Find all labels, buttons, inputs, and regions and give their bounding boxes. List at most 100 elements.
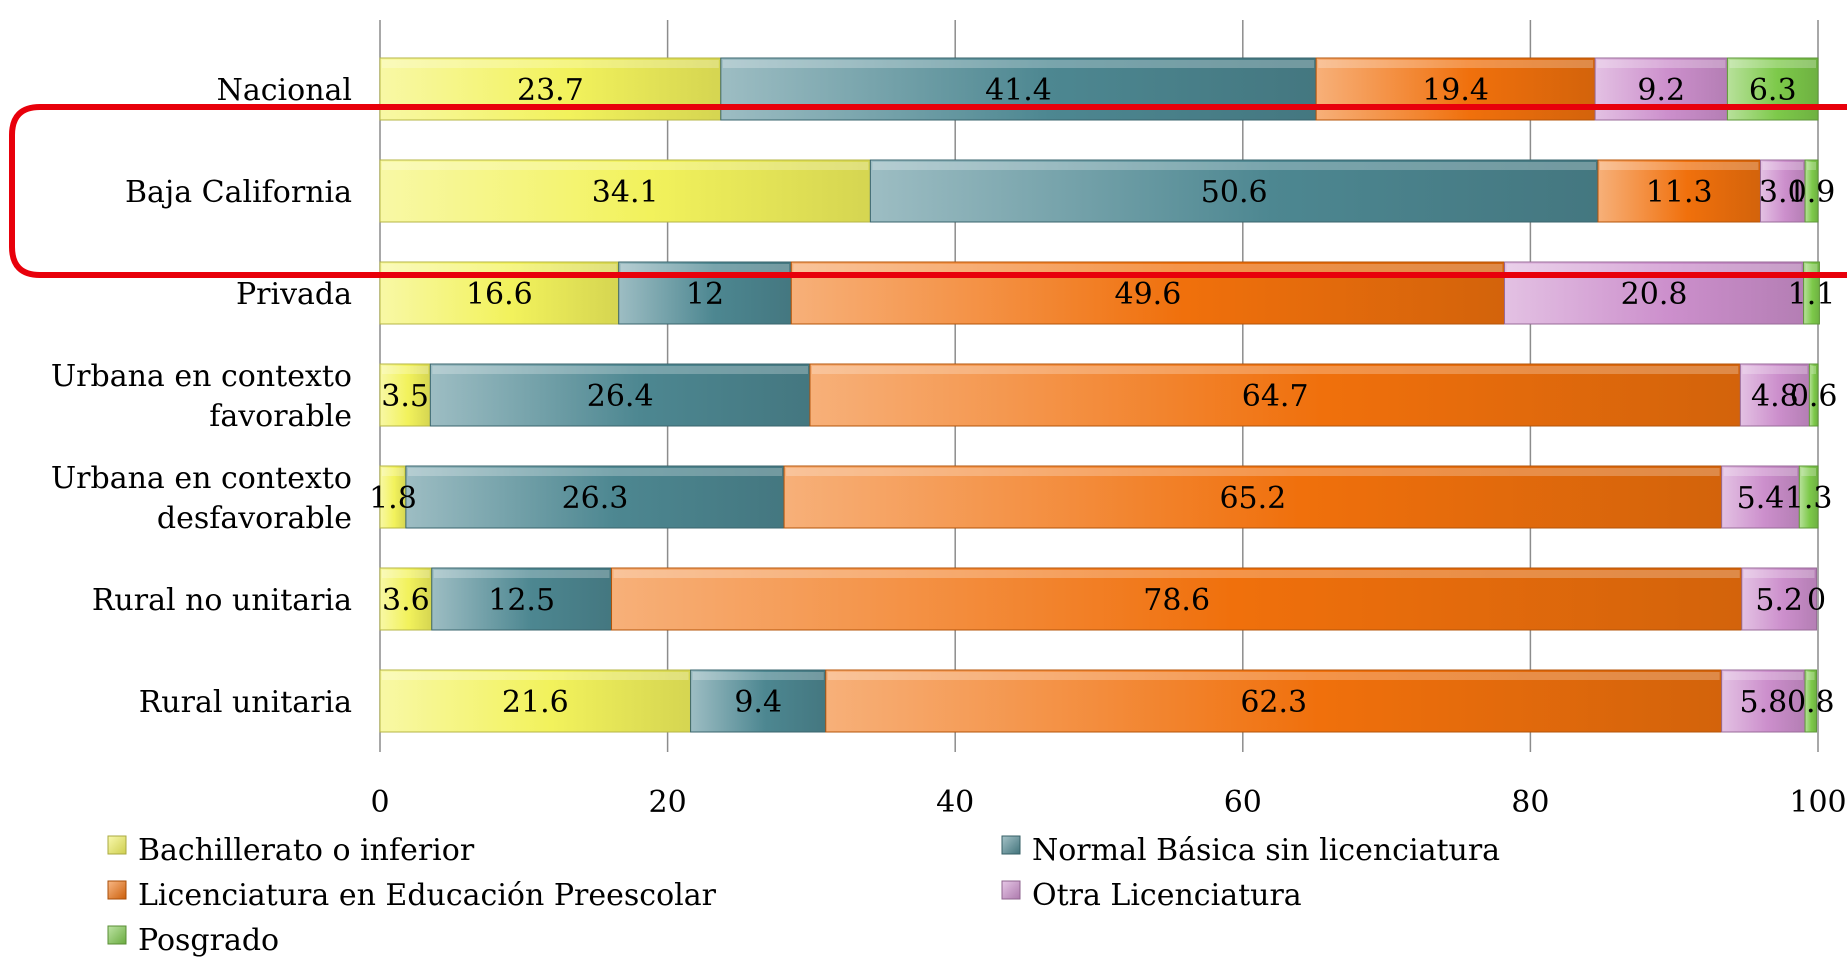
x-tick-label: 80 xyxy=(1511,785,1549,820)
value-label: 26.4 xyxy=(587,379,654,414)
value-label: 78.6 xyxy=(1143,583,1210,618)
value-label: 0.8 xyxy=(1787,685,1835,720)
category-label: Rural unitaria xyxy=(139,685,352,720)
bar-bevel xyxy=(1599,162,1759,170)
value-label: 3.5 xyxy=(381,379,429,414)
bar-bevel xyxy=(1723,468,1798,476)
bar-segment xyxy=(690,669,827,733)
value-label: 3.6 xyxy=(382,583,430,618)
bar-bevel xyxy=(382,570,430,578)
value-label: 5.8 xyxy=(1739,685,1787,720)
bar-bevel xyxy=(722,60,1315,68)
bar-bevel xyxy=(407,468,783,476)
value-label: 5.2 xyxy=(1755,583,1803,618)
value-label: 1.3 xyxy=(1785,481,1833,516)
bar-bevel xyxy=(382,60,719,68)
category-label: Baja California xyxy=(125,175,352,210)
value-label: 65.2 xyxy=(1219,481,1286,516)
value-label: 21.6 xyxy=(502,685,569,720)
value-label: 9.2 xyxy=(1637,73,1685,108)
bar-segment xyxy=(405,465,785,529)
legend-label: Bachillerato o inferior xyxy=(138,833,475,868)
value-label: 6.3 xyxy=(1749,73,1797,108)
bar-bevel xyxy=(432,366,808,374)
value-label: 1.8 xyxy=(369,481,417,516)
bar-segment xyxy=(611,567,1743,631)
value-label: 0 xyxy=(1807,583,1826,618)
bar-bevel xyxy=(1723,672,1804,680)
bar-segment xyxy=(379,159,871,223)
bar-segment xyxy=(1808,363,1819,427)
bar-bevel xyxy=(433,570,610,578)
value-label: 9.4 xyxy=(734,685,782,720)
bar-segment xyxy=(379,465,407,529)
category-label: Nacional xyxy=(217,73,352,108)
bar-bevel xyxy=(1807,162,1816,170)
bar-segment xyxy=(431,567,613,631)
bar-bevel xyxy=(620,264,790,272)
value-label: 23.7 xyxy=(517,73,584,108)
bar-bevel xyxy=(1729,60,1816,68)
value-label: 26.3 xyxy=(562,481,629,516)
legend-swatch xyxy=(107,835,127,855)
bar-segment xyxy=(1721,669,1806,733)
bar-bevel xyxy=(1805,264,1818,272)
highlight-box xyxy=(9,104,1847,278)
x-axis: 0 20 40 60 80 100 xyxy=(370,785,1846,820)
bar-bevel xyxy=(1807,672,1815,680)
x-tick-label: 100 xyxy=(1789,785,1846,820)
category-label: Privada xyxy=(236,277,352,312)
bar-bevel xyxy=(613,570,1740,578)
value-label: 19.4 xyxy=(1422,73,1489,108)
value-label: 12 xyxy=(686,277,724,312)
x-tick-label: 20 xyxy=(649,785,687,820)
bar-bevel xyxy=(1762,162,1804,170)
bar-segment xyxy=(783,465,1723,529)
bar-bevel xyxy=(382,264,617,272)
legend: Bachillerato o inferior Normal Básica sin… xyxy=(107,833,1500,958)
bar-bevel xyxy=(1506,264,1802,272)
category-label: Rural no unitaria xyxy=(92,583,352,618)
bar-bevel xyxy=(382,468,404,476)
value-label: 16.6 xyxy=(466,277,533,312)
bar-bevel xyxy=(382,672,689,680)
value-label: 20.8 xyxy=(1621,277,1688,312)
category-label: Urbana en contexto favorable xyxy=(51,359,352,434)
legend-label: Normal Básica sin licenciatura xyxy=(1032,833,1500,868)
value-label: 62.3 xyxy=(1240,685,1307,720)
bar-segment xyxy=(429,363,811,427)
x-tick-label: 0 xyxy=(370,785,389,820)
value-label: 0.9 xyxy=(1788,175,1836,210)
value-label: 11.3 xyxy=(1646,175,1713,210)
x-tick-label: 40 xyxy=(936,785,974,820)
bar-bevel xyxy=(692,672,824,680)
value-label: 50.6 xyxy=(1201,175,1268,210)
value-labels: 23.7 41.4 19.4 9.2 6.3 34.1 50.6 11.3 3.10.9 16.6… xyxy=(369,73,1837,720)
legend-swatch xyxy=(107,925,127,945)
value-label: 64.7 xyxy=(1242,379,1309,414)
value-label: 4.8 xyxy=(1751,379,1799,414)
bar-bevel xyxy=(827,672,1720,680)
value-label: 12.5 xyxy=(488,583,555,618)
value-label: 49.6 xyxy=(1114,277,1181,312)
legend-label: Posgrado xyxy=(138,923,279,958)
highlight-outline xyxy=(9,104,1847,278)
bar-bevel xyxy=(1743,570,1815,578)
bar-segment xyxy=(379,669,692,733)
bar-bevel xyxy=(382,366,429,374)
legend-swatch xyxy=(107,880,127,900)
bar-segment xyxy=(1721,465,1800,529)
bar-segment xyxy=(1597,159,1761,223)
value-label: 1.1 xyxy=(1788,277,1836,312)
legend-label: Licenciatura en Educación Preescolar xyxy=(138,878,717,913)
category-label: Urbana en contexto desfavorable xyxy=(51,461,352,536)
value-label: 41.4 xyxy=(985,73,1052,108)
bar-bevel xyxy=(1318,60,1594,68)
bar-segment xyxy=(825,669,1723,733)
bar-bevel xyxy=(1811,366,1816,374)
legend-swatch xyxy=(1001,835,1021,855)
bar-segment xyxy=(1804,159,1819,223)
bar-segment xyxy=(1798,465,1819,529)
bar-bevel xyxy=(793,264,1503,272)
